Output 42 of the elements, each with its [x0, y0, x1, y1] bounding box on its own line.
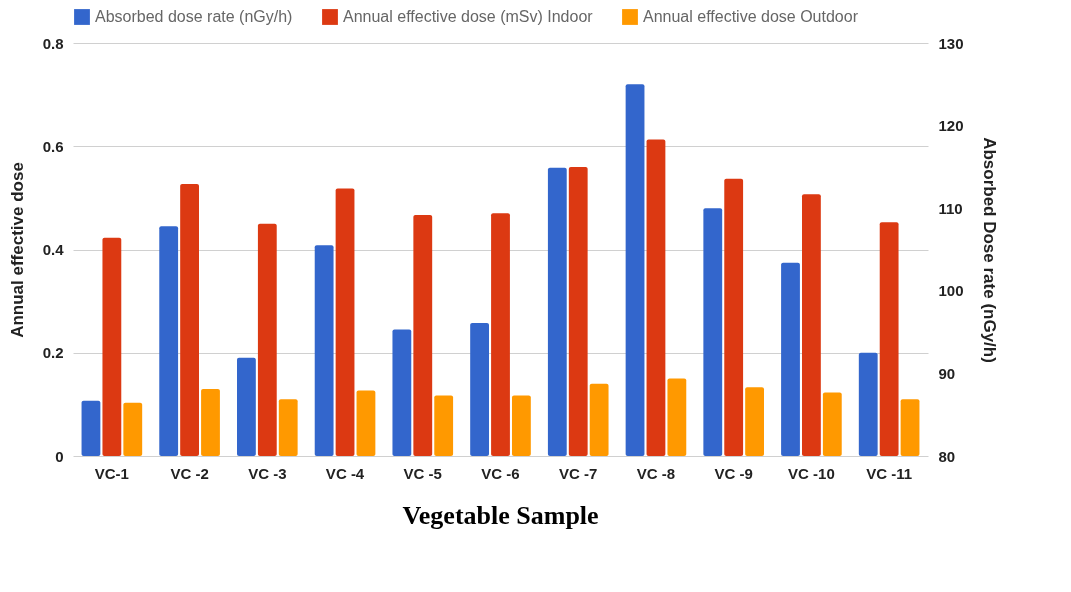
x-tick-label: VC -9 — [714, 464, 753, 482]
bar — [123, 402, 143, 456]
bar — [434, 395, 454, 456]
y2-tick-label: 110 — [938, 199, 963, 217]
y-axis-title: Annual effective dose — [7, 162, 27, 338]
bar — [879, 222, 899, 456]
y2-tick-label: 90 — [938, 364, 956, 382]
x-tick-label: VC -8 — [636, 464, 676, 482]
bar — [356, 390, 376, 456]
y-tick-label: 0.2 — [42, 344, 64, 362]
x-axis-title: Vegetable Sample — [402, 501, 599, 530]
bar — [257, 223, 277, 456]
bar — [278, 399, 298, 456]
x-tick-label: VC -2 — [170, 464, 209, 482]
y-tick-label: 0.4 — [42, 241, 65, 258]
bar — [589, 383, 609, 456]
x-tick-label: VC -5 — [403, 464, 442, 482]
x-tick-label: VC -11 — [866, 464, 913, 482]
y2-axis-title: Absorbed Dose rate (nGy/h) — [979, 137, 999, 363]
x-tick-label: VC -7 — [559, 464, 598, 482]
legend-label: Annual effective dose Outdoor — [643, 8, 859, 25]
y2-tick-label: 100 — [938, 282, 964, 300]
y-tick-label: 0 — [55, 447, 64, 465]
x-tick-label: VC-1 — [94, 464, 129, 482]
bar — [102, 237, 122, 456]
bar — [512, 395, 531, 456]
y-tick-label: 0.8 — [42, 34, 64, 52]
bar — [900, 399, 920, 456]
bar — [201, 388, 220, 456]
x-tick-label: VC -6 — [481, 464, 520, 482]
bar — [745, 387, 764, 456]
y-tick-label: 0.6 — [42, 137, 64, 155]
y2-tick-label: 80 — [938, 447, 956, 465]
x-tick-label: VC -10 — [788, 464, 835, 482]
legend-label: Annual effective dose (mSv) Indoor — [343, 8, 594, 25]
legend-label: Absorbed dose rate (nGy/h) — [95, 8, 293, 25]
y2-tick-label: 130 — [938, 34, 964, 52]
y2-tick-label: 120 — [938, 117, 964, 135]
x-tick-label: VC -3 — [248, 464, 287, 482]
bar — [667, 378, 687, 456]
x-tick-label: VC -4 — [325, 464, 365, 482]
bar — [822, 392, 842, 456]
